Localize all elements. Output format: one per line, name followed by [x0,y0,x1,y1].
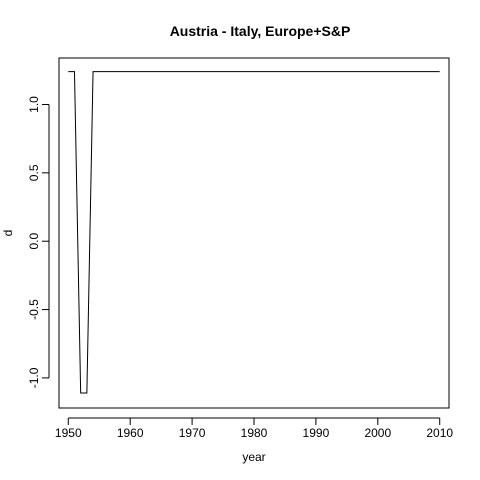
x-tick-label: 1990 [303,426,330,440]
x-tick-label: 1960 [117,426,144,440]
y-axis-label: d [1,230,15,237]
y-axis: -1.0 -0.5 0.0 0.5 1.0 [27,96,50,388]
x-axis-label: year [242,450,265,464]
x-tick-label: 1980 [241,426,268,440]
chart-title: Austria - Italy, Europe+S&P [170,23,351,39]
y-tick-label: 0.0 [27,233,41,250]
y-tick-label: -0.5 [27,299,41,320]
x-axis: 1950 1960 1970 1980 1990 2000 2010 [55,417,453,440]
x-tick-label: 2010 [426,426,453,440]
y-tick-label: -1.0 [27,367,41,388]
x-tick-label: 1950 [55,426,82,440]
y-tick-label: 0.5 [27,164,41,181]
y-tick-label: 1.0 [27,96,41,113]
plot-area [58,57,450,409]
series-line [68,71,440,394]
x-tick-label: 2000 [364,426,391,440]
x-tick-label: 1970 [179,426,206,440]
